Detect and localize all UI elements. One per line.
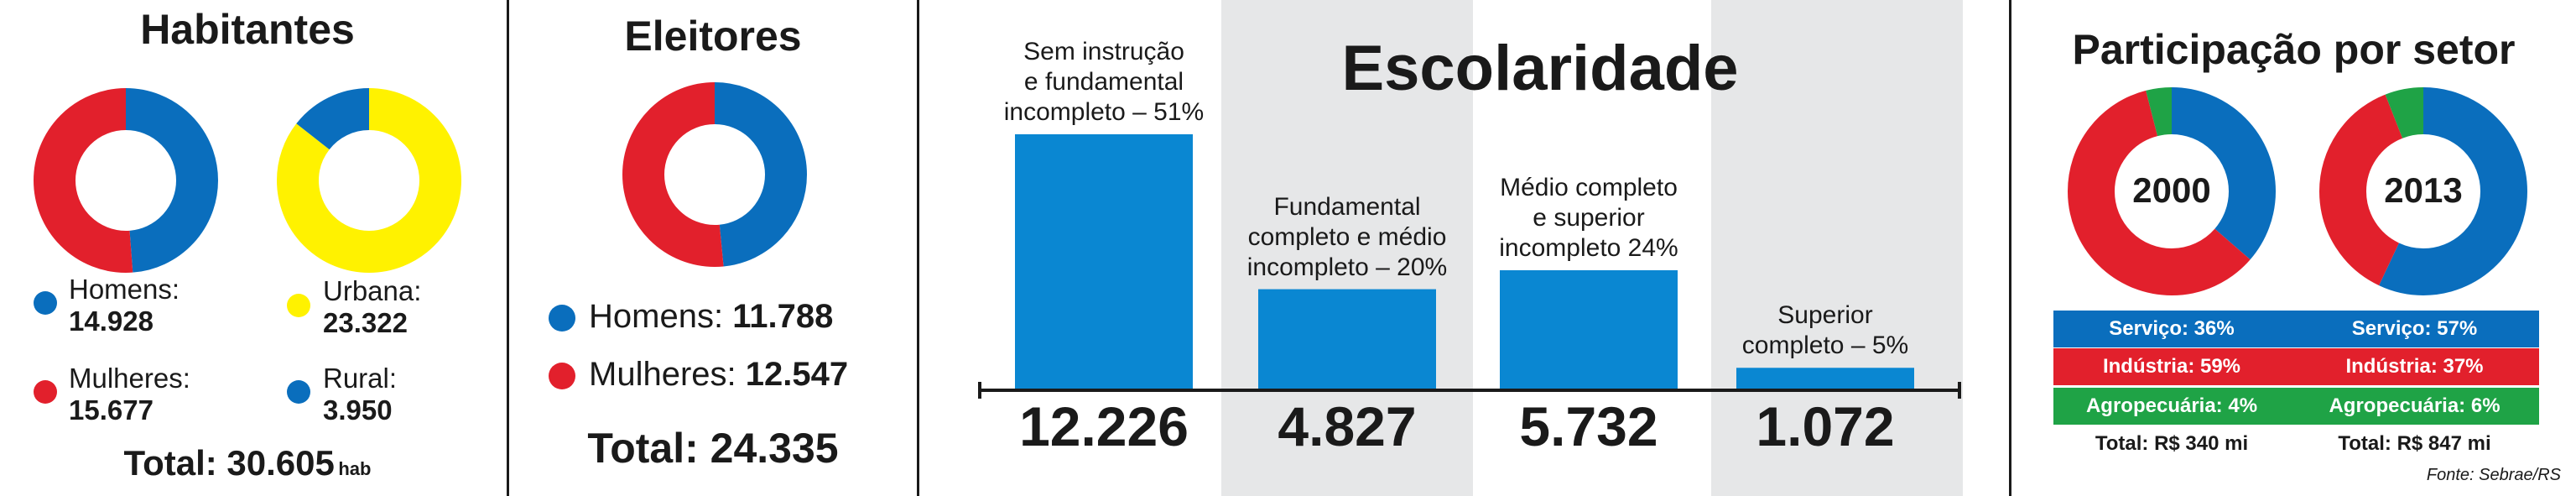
habitantes-gender-donut	[34, 88, 218, 273]
bar	[1258, 289, 1436, 390]
bar-category-label-line: Médio completo	[1500, 174, 1678, 201]
fonte-note: Fonte: Sebrae/RS	[2426, 466, 2561, 484]
agro-row-2000: Agropecuária: 4%	[2053, 388, 2290, 425]
urbana-legend-dot	[287, 294, 310, 317]
bar-category-label: Superior completo – 5%	[1699, 300, 1951, 361]
bar	[1736, 368, 1914, 390]
eleitores-homens-value: 11.788	[732, 298, 834, 335]
habitantes-panel: Habitantes Homens: 14.928 Mulheres: 15.6…	[0, 0, 507, 496]
bar-category-label-line: completo – 5%	[1741, 332, 1909, 360]
eleitores-mulheres: Mulheres: 12.547	[589, 356, 848, 394]
servico-row-2000: Serviço: 36%	[2053, 311, 2290, 347]
agro-row-2013: Agropecuária: 6%	[2290, 388, 2539, 425]
bar-category-label-line: incompleto – 20%	[1246, 253, 1448, 281]
bar-value-label: 4.827	[1278, 395, 1417, 457]
donut-ring	[622, 82, 807, 267]
bar-category-label-line: e superior	[1533, 204, 1645, 232]
eleitores-mulheres-value: 12.547	[745, 356, 849, 393]
habitantes-title: Habitantes	[140, 6, 355, 53]
habitantes-total-label: Total: 30.605	[123, 443, 335, 483]
total-2000: Total: R$ 340 mi	[2095, 432, 2249, 455]
bar-category-label-line: incompleto – 51%	[1003, 98, 1205, 126]
rural-value: 3.950	[323, 394, 393, 426]
habitantes-area-donut	[277, 88, 461, 273]
mulheres-legend-dot	[34, 380, 57, 404]
donut-slice	[2068, 87, 2276, 295]
donut-ring	[277, 88, 461, 273]
donut-slice	[2319, 87, 2527, 295]
separator-3	[2009, 0, 2011, 496]
donut-slice	[2319, 87, 2527, 295]
urbana-label: Urbana:	[323, 275, 422, 306]
escolaridade-title: Escolaridade	[1341, 33, 1739, 104]
bar-category-label-line: incompleto 24%	[1499, 234, 1678, 262]
industria-row-2000: Indústria: 59%	[2053, 348, 2290, 385]
donut-ring	[34, 88, 218, 273]
shade-band-2	[1711, 0, 1963, 496]
industria-row-2013: Indústria: 37%	[2290, 348, 2539, 385]
rural-label: Rural:	[323, 363, 398, 394]
donut-slice	[277, 88, 461, 273]
eleitores-panel: Eleitores Homens: 11.788 Mulheres: 12.54…	[509, 0, 917, 496]
homens-legend-dot	[34, 291, 57, 315]
eleitores-title: Eleitores	[624, 13, 802, 60]
bar-category-label: Médio completo e superior incompleto 24%	[1463, 173, 1715, 264]
participacao-panel: Participação por setor 2000 2013 Serviço…	[2011, 0, 2576, 496]
year-2000-label: 2000	[2132, 170, 2211, 210]
bar-category-label-line: completo e médio	[1247, 222, 1447, 251]
eleitores-donut	[622, 82, 807, 267]
eleitores-homens: Homens: 11.788	[589, 298, 833, 336]
mulheres-label: Mulheres:	[69, 363, 190, 394]
eleitores-total: Total: 24.335	[587, 425, 839, 472]
donut-ring	[2319, 87, 2527, 295]
bar-category-label-line: e fundamental	[1023, 68, 1184, 96]
year-2013-label: 2013	[2384, 170, 2463, 210]
eleitores-mulheres-dot	[549, 363, 575, 389]
bar-category-label-line: Fundamental	[1273, 192, 1421, 221]
bar-category-label-line: Superior	[1777, 301, 1873, 330]
homens-label: Homens:	[69, 274, 180, 305]
donut-slice	[622, 82, 807, 267]
separator-2	[917, 0, 919, 496]
rural-legend-dot	[287, 380, 310, 404]
homens-value: 14.928	[69, 305, 154, 337]
escolaridade-panel: Escolaridade Sem instrução e fundamental i…	[919, 0, 2009, 496]
urbana-value: 23.322	[323, 307, 408, 338]
bar-value-label: 5.732	[1519, 395, 1658, 457]
bar-category-label: Sem instrução e fundamental incompleto – 5…	[978, 37, 1230, 128]
bar-category-label-line: Sem instrução	[1023, 38, 1184, 65]
habitantes-total: Total: 30.605 hab	[0, 443, 495, 483]
bar-value-label: 1.072	[1756, 395, 1895, 457]
donut-slice	[2068, 87, 2276, 295]
donut-slice	[34, 88, 218, 273]
separator-1	[507, 0, 509, 496]
eleitores-homens-dot	[549, 305, 575, 332]
donut-ring	[2068, 87, 2276, 295]
donut-2013	[2319, 87, 2527, 295]
donut-2000	[2068, 87, 2276, 295]
participacao-title: Participação por setor	[2072, 26, 2516, 73]
bar-category-label: Fundamental completo e médio incompleto – …	[1221, 192, 1473, 283]
escolaridade-chart	[978, 134, 1961, 399]
bar	[1015, 134, 1193, 390]
servico-row-2013: Serviço: 57%	[2290, 311, 2539, 347]
bar	[1500, 270, 1678, 390]
total-2013: Total: R$ 847 mi	[2338, 432, 2491, 455]
bar-value-label: 12.226	[1019, 395, 1189, 457]
eleitores-mulheres-label: Mulheres:	[589, 356, 736, 393]
mulheres-value: 15.677	[69, 394, 154, 426]
habitantes-total-unit: hab	[338, 458, 372, 479]
shade-band-1	[1221, 0, 1473, 496]
eleitores-homens-label: Homens:	[589, 298, 724, 335]
